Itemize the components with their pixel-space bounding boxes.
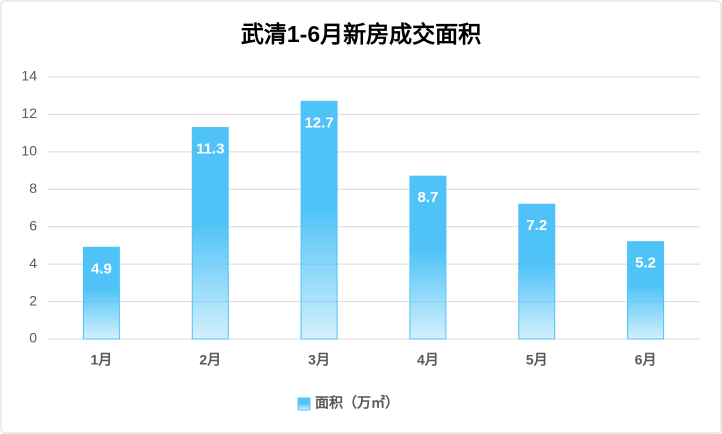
y-tick-label: 14 bbox=[21, 68, 37, 84]
data-label: 4.9 bbox=[91, 260, 112, 277]
y-tick-label: 0 bbox=[29, 330, 37, 346]
data-label: 12.7 bbox=[304, 114, 333, 131]
chart-title: 武清1-6月新房成交面积 bbox=[241, 21, 481, 47]
x-tick-label: 3月 bbox=[308, 352, 330, 368]
bar bbox=[627, 241, 665, 340]
bar bbox=[82, 246, 120, 340]
x-tick-label: 4月 bbox=[417, 352, 439, 368]
bar bbox=[409, 175, 447, 340]
x-tick-label: 5月 bbox=[526, 352, 548, 368]
data-label: 8.7 bbox=[417, 189, 438, 206]
y-tick-label: 10 bbox=[21, 143, 37, 159]
bar bbox=[300, 100, 338, 340]
bar bbox=[518, 203, 556, 340]
data-label: 5.2 bbox=[635, 255, 656, 272]
x-tick-label: 6月 bbox=[635, 352, 657, 368]
legend-swatch bbox=[297, 397, 311, 411]
bar bbox=[191, 127, 229, 340]
y-tick-label: 2 bbox=[29, 292, 37, 308]
y-tick-label: 8 bbox=[29, 180, 37, 196]
y-tick-label: 6 bbox=[29, 217, 37, 233]
data-label: 11.3 bbox=[196, 140, 224, 157]
x-tick-label: 2月 bbox=[199, 352, 221, 368]
y-tick-label: 12 bbox=[21, 105, 37, 121]
x-tick-label: 1月 bbox=[91, 352, 113, 368]
data-label: 7.2 bbox=[526, 217, 547, 234]
legend-label: 面积（万㎡） bbox=[315, 395, 399, 411]
y-tick-label: 4 bbox=[29, 255, 37, 271]
